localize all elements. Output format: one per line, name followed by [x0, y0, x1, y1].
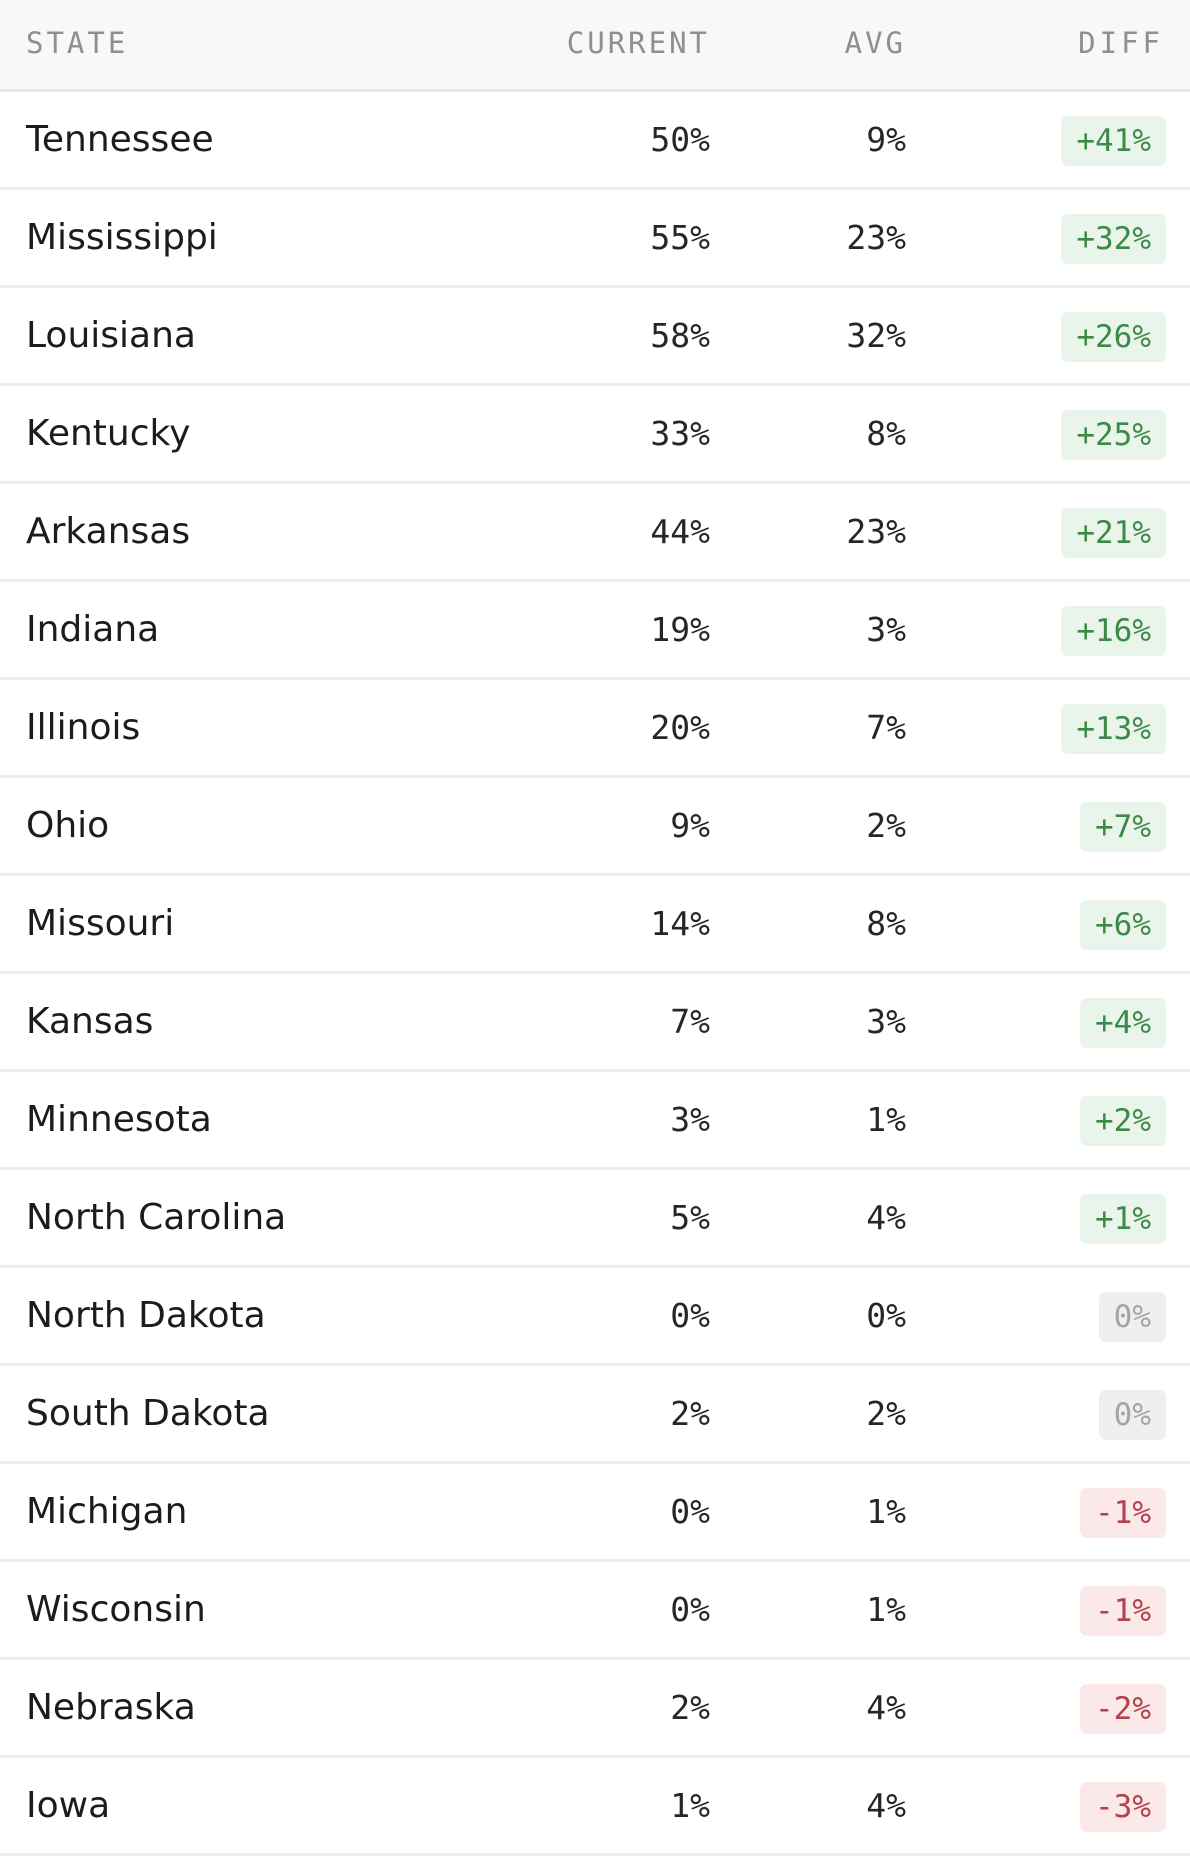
table-header: STATE CURRENT AVG DIFF [0, 0, 1190, 92]
state-name: Kansas [26, 1001, 154, 1042]
avg-value: 1% [866, 1492, 906, 1531]
table-row: Minnesota 3% 1% +2% [0, 1072, 1190, 1170]
diff-badge: +2% [1080, 1096, 1166, 1146]
diff-badge: +16% [1061, 606, 1166, 656]
avg-value: 32% [846, 316, 906, 355]
diff-badge: -3% [1080, 1782, 1166, 1832]
current-value: 2% [670, 1688, 710, 1727]
table-row: Ohio 9% 2% +7% [0, 778, 1190, 876]
table-row: Kansas 7% 3% +4% [0, 974, 1190, 1072]
diff-badge: +6% [1080, 900, 1166, 950]
table-row: Tennessee 50% 9% +41% [0, 92, 1190, 190]
avg-value: 3% [866, 1002, 906, 1041]
table-row: Missouri 14% 8% +6% [0, 876, 1190, 974]
avg-value: 2% [866, 1394, 906, 1433]
avg-value: 4% [866, 1786, 906, 1825]
avg-value: 4% [866, 1198, 906, 1237]
current-value: 2% [670, 1394, 710, 1433]
state-name: North Carolina [26, 1197, 287, 1238]
table-row: Mississippi 55% 23% +32% [0, 190, 1190, 288]
state-name: Arkansas [26, 511, 191, 552]
column-header-diff[interactable]: DIFF [1078, 26, 1164, 60]
current-value: 7% [670, 1002, 710, 1041]
state-name: Indiana [26, 609, 160, 650]
state-name: Michigan [26, 1491, 188, 1532]
state-name: Missouri [26, 903, 175, 944]
avg-value: 8% [866, 414, 906, 453]
current-value: 3% [670, 1100, 710, 1139]
diff-badge: -2% [1080, 1684, 1166, 1734]
state-name: Iowa [26, 1785, 111, 1826]
table-row: Wisconsin 0% 1% -1% [0, 1562, 1190, 1660]
column-header-current[interactable]: CURRENT [566, 26, 710, 60]
diff-badge: -1% [1080, 1488, 1166, 1538]
avg-value: 9% [866, 120, 906, 159]
current-value: 1% [670, 1786, 710, 1825]
diff-badge: -1% [1080, 1586, 1166, 1636]
diff-badge: +41% [1061, 116, 1166, 166]
diff-badge: +13% [1061, 704, 1166, 754]
diff-badge: +26% [1061, 312, 1166, 362]
table-row: North Dakota 0% 0% 0% [0, 1268, 1190, 1366]
table-row: Illinois 20% 7% +13% [0, 680, 1190, 778]
diff-badge: +7% [1080, 802, 1166, 852]
current-value: 5% [670, 1198, 710, 1237]
avg-value: 3% [866, 610, 906, 649]
state-name: Ohio [26, 805, 110, 846]
diff-badge: +4% [1080, 998, 1166, 1048]
column-header-avg[interactable]: AVG [844, 26, 906, 60]
state-name: Wisconsin [26, 1589, 206, 1630]
current-value: 0% [670, 1296, 710, 1335]
current-value: 33% [650, 414, 710, 453]
avg-value: 2% [866, 806, 906, 845]
table-row: Indiana 19% 3% +16% [0, 582, 1190, 680]
state-name: Minnesota [26, 1099, 212, 1140]
diff-badge: +32% [1061, 214, 1166, 264]
column-header-state[interactable]: STATE [26, 26, 129, 60]
table-row: Arkansas 44% 23% +21% [0, 484, 1190, 582]
avg-value: 1% [866, 1590, 906, 1629]
avg-value: 8% [866, 904, 906, 943]
avg-value: 1% [866, 1100, 906, 1139]
table-row: South Dakota 2% 2% 0% [0, 1366, 1190, 1464]
current-value: 19% [650, 610, 710, 649]
state-name: Louisiana [26, 315, 196, 356]
current-value: 55% [650, 218, 710, 257]
current-value: 0% [670, 1590, 710, 1629]
state-name: Illinois [26, 707, 141, 748]
avg-value: 0% [866, 1296, 906, 1335]
table-row: Iowa 1% 4% -3% [0, 1758, 1190, 1856]
diff-badge: +21% [1061, 508, 1166, 558]
state-name: North Dakota [26, 1295, 266, 1336]
state-name: South Dakota [26, 1393, 270, 1434]
state-name: Nebraska [26, 1687, 196, 1728]
table-row: Kentucky 33% 8% +25% [0, 386, 1190, 484]
state-name: Mississippi [26, 217, 218, 258]
current-value: 50% [650, 120, 710, 159]
table-row: North Carolina 5% 4% +1% [0, 1170, 1190, 1268]
avg-value: 4% [866, 1688, 906, 1727]
table-row: Michigan 0% 1% -1% [0, 1464, 1190, 1562]
diff-badge: +25% [1061, 410, 1166, 460]
table-body: Tennessee 50% 9% +41% Mississippi 55% 23% +32% L… [0, 92, 1190, 1856]
table-row: Nebraska 2% 4% -2% [0, 1660, 1190, 1758]
current-value: 14% [650, 904, 710, 943]
diff-badge: +1% [1080, 1194, 1166, 1244]
current-value: 0% [670, 1492, 710, 1531]
avg-value: 23% [846, 512, 906, 551]
table-row: Louisiana 58% 32% +26% [0, 288, 1190, 386]
avg-value: 7% [866, 708, 906, 747]
avg-value: 23% [846, 218, 906, 257]
current-value: 58% [650, 316, 710, 355]
current-value: 20% [650, 708, 710, 747]
diff-badge: 0% [1098, 1390, 1166, 1440]
current-value: 44% [650, 512, 710, 551]
current-value: 9% [670, 806, 710, 845]
state-name: Kentucky [26, 413, 191, 454]
state-name: Tennessee [26, 119, 214, 160]
diff-badge: 0% [1098, 1292, 1166, 1342]
